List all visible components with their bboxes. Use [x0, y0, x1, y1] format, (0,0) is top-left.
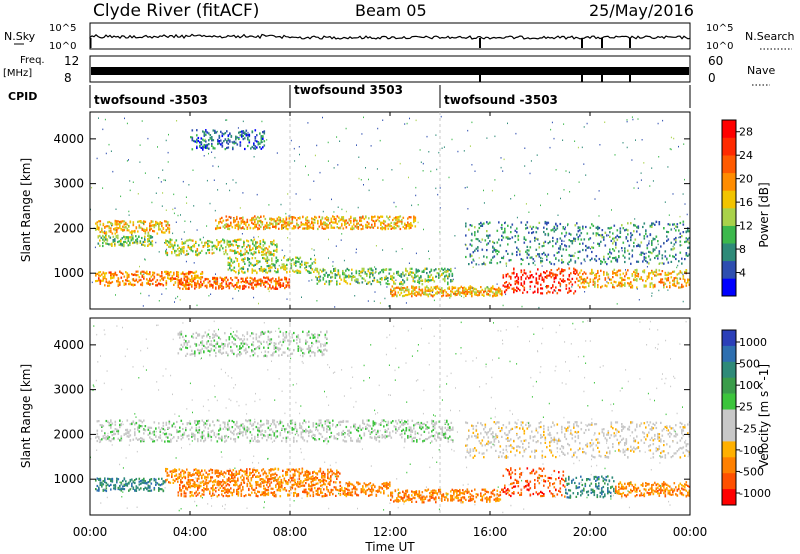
y-tick-label: 4000: [53, 338, 84, 352]
beam-title: Beam 05: [355, 1, 427, 20]
velocity-colorbar: 1000 500 100 25 -25 -100 -500 -1000: [721, 329, 771, 506]
y-tick-label: 4000: [53, 132, 84, 146]
noise-tick-high-left: 10^5: [49, 23, 76, 34]
noise-tick-high-right: 10^5: [706, 23, 733, 34]
power-panel: 1000 2000 3000 4000 Slant Range [km] 4 8 12 16…: [19, 111, 771, 310]
colorbar-tick-label: 8: [739, 243, 746, 256]
velocity-y-axis: 1000 2000 3000 4000: [53, 338, 690, 486]
velocity-panel: 1000 2000 3000 4000 Slant Range [km] 1000 50…: [19, 317, 771, 516]
freq-tick-low: 8: [64, 71, 72, 85]
cpid-segment-label: twofsound 3503: [294, 83, 403, 97]
nave-tick-low: 0: [708, 71, 716, 85]
power-colorbar: 4 8 12 16 20 24 28: [721, 119, 753, 297]
colorbar-tick-label: -1000: [739, 487, 771, 500]
y-tick-label: 1000: [53, 472, 84, 486]
freq-label: Freq.: [20, 55, 45, 66]
colorbar-tick-label: -500: [739, 465, 764, 478]
cpid-strip: CPID twofsound -3503 twofsound 3503 twof…: [8, 83, 691, 108]
velocity-data: [90, 320, 691, 515]
colorbar-tick-label: -25: [739, 422, 757, 435]
date-title: 25/May/2016: [589, 1, 694, 20]
time-x-axis: 00:00 04:00 08:00 12:00 16:00 20:00 00:00: [73, 112, 708, 539]
nsearch-label: N.Search: [745, 30, 795, 43]
freq-unit-label: [MHz]: [3, 68, 32, 79]
nsky-label: N.Sky: [4, 30, 36, 43]
x-tick-label: 12:00: [373, 525, 408, 539]
nave-label: Nave: [747, 64, 775, 77]
y-tick-label: 3000: [53, 177, 84, 191]
nave-tick-high: 60: [708, 54, 723, 68]
x-tick-label: 08:00: [273, 525, 308, 539]
colorbar-tick-label: 20: [739, 173, 753, 186]
colorbar-tick-label: 25: [739, 401, 753, 414]
time-xlabel: Time UT: [364, 540, 415, 554]
freq-tick-high: 12: [64, 54, 79, 68]
y-tick-label: 2000: [53, 221, 84, 235]
colorbar-tick-label: 16: [739, 196, 753, 209]
freq-strip: Freq. [MHz] 12 8 60 0 Nave: [3, 54, 775, 86]
colorbar-tick-label: 24: [739, 149, 753, 162]
x-tick-label: 00:00: [673, 525, 708, 539]
x-tick-label: 04:00: [173, 525, 208, 539]
power-ylabel: Slant Range [km]: [19, 158, 33, 262]
x-tick-label: 00:00: [73, 525, 108, 539]
colorbar-tick-label: 1000: [739, 336, 767, 349]
colorbar-tick-label: 28: [739, 126, 753, 139]
colorbar-tick-label: 100: [739, 379, 760, 392]
station-title: Clyde River (fitACF): [93, 1, 259, 21]
colorbar-tick-label: -100: [739, 444, 764, 457]
power-y-axis: 1000 2000 3000 4000: [53, 132, 690, 280]
colorbar-tick-label: 12: [739, 220, 753, 233]
y-tick-label: 2000: [53, 427, 84, 441]
power-colorbar-label: Power [dB]: [757, 182, 771, 247]
noise-tick-low-right: 10^0: [706, 41, 733, 52]
colorbar-tick-label: 500: [739, 358, 760, 371]
cpid-label: CPID: [8, 90, 37, 103]
x-tick-label: 16:00: [473, 525, 508, 539]
y-tick-label: 1000: [53, 266, 84, 280]
noise-strip: N.Sky 10^5 10^0 10^5 10^0 N.Search: [4, 22, 795, 52]
cpid-segment-label: twofsound -3503: [444, 93, 558, 107]
noise-trace: [89, 33, 691, 48]
cpid-segment-label: twofsound -3503: [94, 93, 208, 107]
x-tick-label: 20:00: [573, 525, 608, 539]
freq-trace: [91, 67, 689, 82]
power-data: [90, 115, 691, 309]
y-tick-label: 3000: [53, 383, 84, 397]
velocity-ylabel: Slant Range [km]: [19, 364, 33, 468]
noise-tick-low-left: 10^0: [49, 41, 76, 52]
velocity-colorbar-label: Velocity [m s^-1]: [757, 364, 771, 468]
colorbar-tick-label: 4: [739, 267, 746, 280]
